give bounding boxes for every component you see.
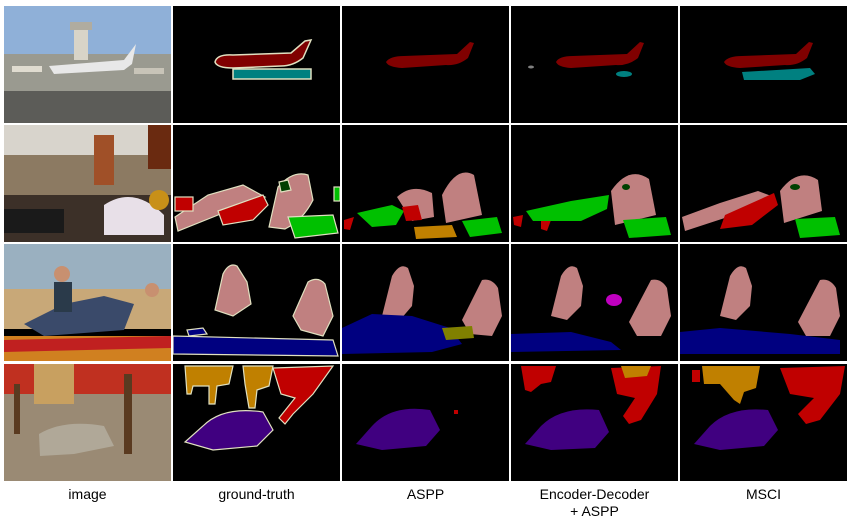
aspp-beach-fish xyxy=(342,244,509,361)
encoder-decoder-dog-deck xyxy=(511,364,678,481)
encoder-decoder-airplane xyxy=(511,6,678,123)
column-label-ground-truth: ground-truth xyxy=(218,486,295,502)
ground-truth-airplane xyxy=(173,6,340,123)
photo-dog-deck xyxy=(4,364,171,481)
aspp-dog-deck xyxy=(342,364,509,481)
ground-truth-living-room xyxy=(173,125,340,242)
photo-living-room xyxy=(4,125,171,242)
column-label-aspp: ASPP xyxy=(406,486,445,502)
msci-dog-deck xyxy=(680,364,847,481)
photo-airport xyxy=(4,6,171,123)
ground-truth-dog-deck xyxy=(173,364,340,481)
aspp-living-room xyxy=(342,125,509,242)
msci-airplane xyxy=(680,6,847,123)
column-label-msci: MSCI xyxy=(746,486,781,502)
encoder-decoder-living-room xyxy=(511,125,678,242)
msci-living-room xyxy=(680,125,847,242)
encoder-decoder-beach-fish xyxy=(511,244,678,361)
ground-truth-beach-fish xyxy=(173,244,340,361)
photo-beach-fish xyxy=(4,244,171,361)
column-label-image: image xyxy=(68,486,107,502)
msci-beach-fish xyxy=(680,244,847,361)
column-label-encoder-decoder-aspp: Encoder-Decoder + ASPP xyxy=(539,486,650,519)
aspp-airplane xyxy=(342,6,509,123)
